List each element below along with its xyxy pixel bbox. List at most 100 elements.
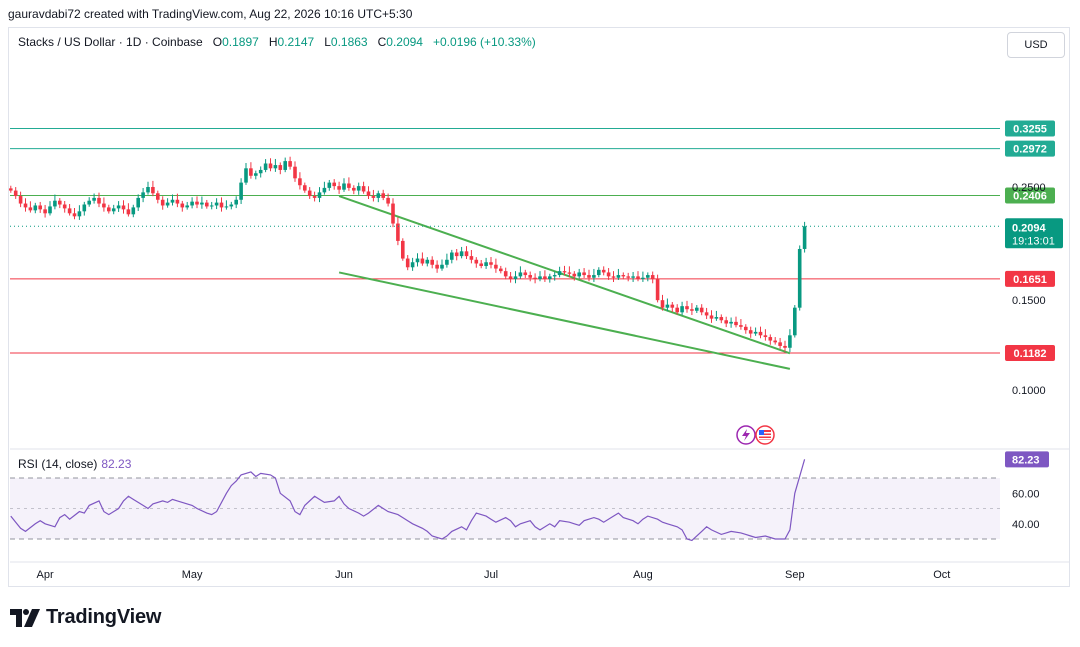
candle-body <box>249 168 253 176</box>
candle-body <box>425 259 430 264</box>
candle-body <box>244 168 248 183</box>
candle-body <box>307 190 312 197</box>
candle <box>548 273 552 283</box>
candle-body <box>518 272 523 277</box>
candle <box>254 170 258 180</box>
candle-body <box>739 325 743 327</box>
candle <box>616 268 621 280</box>
event-icons[interactable] <box>736 425 775 445</box>
candle <box>621 272 626 280</box>
time-axis: Apr May Jun Jul Aug Sep Oct <box>10 561 1070 581</box>
candle <box>82 201 87 216</box>
high-value: 0.2147 <box>277 35 315 49</box>
candle <box>552 271 557 281</box>
candle <box>479 259 483 269</box>
low-key: L <box>324 35 331 49</box>
candle <box>219 197 224 212</box>
candle <box>209 201 214 210</box>
candle-body <box>82 204 87 212</box>
candle <box>214 198 219 210</box>
candle-body <box>704 312 709 316</box>
candle-body <box>528 275 532 278</box>
currency-button[interactable]: USD <box>1007 32 1065 58</box>
candle-body <box>18 196 23 204</box>
candle <box>719 314 724 324</box>
candle-body <box>13 190 18 197</box>
candle-body <box>97 197 101 204</box>
candle-body <box>386 197 390 204</box>
candle <box>714 310 719 321</box>
candle-body <box>631 276 635 278</box>
time-tick-label: Aug <box>633 569 653 581</box>
candle-body <box>646 275 650 278</box>
candle <box>474 257 479 268</box>
rsi-last-tag-bg <box>1005 451 1049 468</box>
candle-body <box>753 331 758 334</box>
candle <box>788 329 792 353</box>
candle <box>322 181 327 195</box>
candle <box>793 305 797 338</box>
candle-body <box>562 271 567 273</box>
candle-body <box>773 340 777 343</box>
candle <box>244 163 248 185</box>
candle <box>293 161 297 182</box>
candle-body <box>342 183 346 190</box>
candle-body <box>131 207 136 215</box>
candle-body <box>175 199 180 204</box>
candle-body <box>636 276 640 280</box>
candle <box>278 162 283 175</box>
candle <box>97 192 101 208</box>
candle <box>699 304 704 316</box>
candle <box>185 201 189 210</box>
candle <box>665 298 670 312</box>
candle <box>606 268 611 280</box>
candle <box>229 201 234 210</box>
level-tag: 0.1182 <box>1005 344 1055 361</box>
candle <box>126 203 131 217</box>
candle <box>391 198 395 228</box>
lightning-icon[interactable] <box>736 425 756 445</box>
candle <box>9 185 13 193</box>
symbol-legend: Stacks / US Dollar · 1D · Coinbase O0.18… <box>18 35 536 49</box>
candle-body <box>597 269 601 276</box>
candle-body <box>273 165 278 169</box>
candle-body <box>67 208 72 214</box>
time-tick-label: Apr <box>37 569 54 581</box>
candle-body <box>87 200 91 205</box>
candle-body <box>719 317 724 321</box>
candle-body <box>435 264 439 269</box>
candle <box>464 246 469 260</box>
candle <box>58 198 62 209</box>
candle-body <box>464 251 469 257</box>
candle <box>396 217 400 246</box>
candle-body <box>107 207 111 212</box>
rsi-legend: RSI (14, close) 82.23 <box>18 457 131 471</box>
candle <box>724 316 728 328</box>
candle <box>503 267 508 280</box>
candle-body <box>538 276 542 280</box>
candle <box>151 180 155 197</box>
candle <box>636 271 640 282</box>
candle <box>650 271 655 284</box>
candle-body <box>440 264 444 269</box>
candle <box>695 305 699 313</box>
candle <box>87 197 91 207</box>
candle-body <box>768 337 773 341</box>
candle <box>312 191 317 202</box>
candle <box>317 187 322 203</box>
candle <box>572 271 577 281</box>
candle <box>459 246 464 259</box>
candle <box>513 271 518 284</box>
candle-body <box>513 276 518 280</box>
candle <box>646 272 650 282</box>
candle-body <box>126 209 131 215</box>
level-tag-bg <box>1005 344 1055 361</box>
us-flag-icon[interactable] <box>755 425 775 445</box>
candle-body <box>337 186 341 190</box>
tradingview-logo[interactable]: TradingView <box>10 606 161 629</box>
chart-credit: gauravdabi72 created with TradingView.co… <box>8 7 413 21</box>
candle-body <box>371 196 376 198</box>
candle-body <box>28 207 33 211</box>
level-tag-label: 0.3255 <box>1013 124 1047 136</box>
